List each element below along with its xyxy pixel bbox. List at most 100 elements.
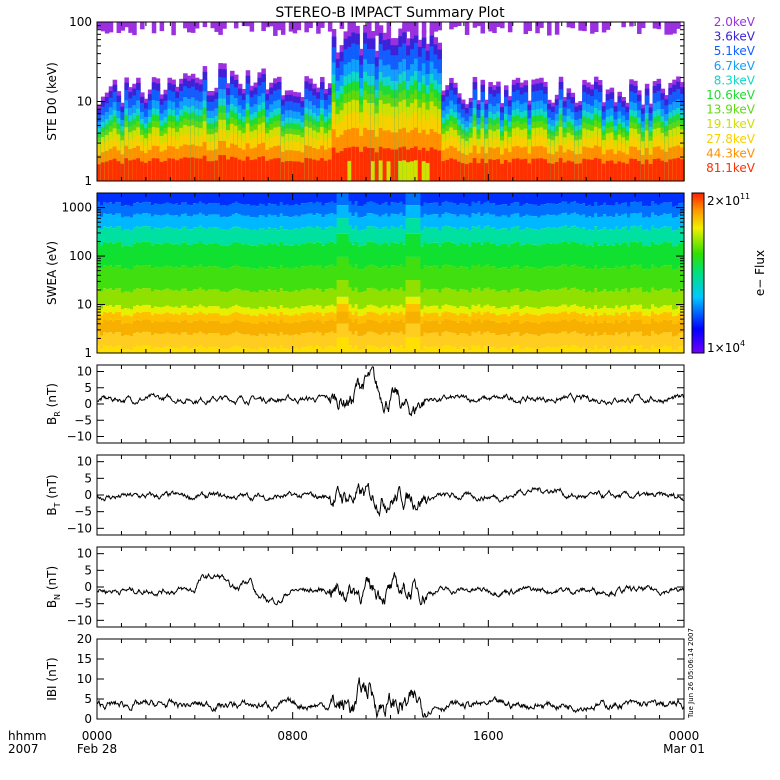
swea-cell <box>333 306 338 314</box>
swea-cell <box>507 323 511 337</box>
swea-cell <box>552 214 556 228</box>
ste-flux-band <box>503 159 509 181</box>
swea-cell <box>501 193 505 205</box>
swea-cell <box>339 303 344 312</box>
swea-cell <box>384 346 389 353</box>
swea-cell <box>366 304 371 312</box>
swea-cell <box>630 193 634 203</box>
swea-cell <box>480 193 484 205</box>
swea-cell <box>309 213 314 227</box>
swea-cell <box>198 201 203 213</box>
swea-cell <box>156 313 161 322</box>
swea-cell <box>651 311 655 319</box>
swea-cell <box>585 217 589 231</box>
ste-flux-band <box>183 22 188 29</box>
swea-cell <box>516 213 520 227</box>
ste-flux-band <box>413 111 419 140</box>
swea-cell <box>510 203 514 215</box>
swea-cell <box>423 193 428 203</box>
swea-cell <box>207 346 212 353</box>
swea-cell <box>453 203 457 215</box>
swea-cell <box>159 314 164 322</box>
swea-cell <box>141 345 146 353</box>
swea-cell <box>444 345 449 353</box>
swea-cell <box>540 267 544 291</box>
swea-cell <box>156 333 161 348</box>
swea-cell <box>510 333 514 348</box>
ste-flux-band <box>543 159 548 181</box>
swea-cell <box>114 345 119 353</box>
swea-cell <box>663 265 667 289</box>
swea-cell <box>594 331 598 346</box>
swea-cell <box>114 332 119 346</box>
swea-cell <box>363 322 368 335</box>
swea-cell <box>417 280 422 297</box>
ste-flux-band <box>672 22 677 34</box>
swea-cell <box>549 193 553 204</box>
swea-cell <box>147 305 152 313</box>
time-axis-label-year: 2007 <box>8 742 39 756</box>
swea-cell <box>591 246 595 270</box>
swea-cell <box>609 322 613 335</box>
swea-cell <box>651 241 655 265</box>
ste-flux-band <box>515 158 521 181</box>
swea-cell <box>636 226 640 243</box>
swea-cell <box>111 290 116 307</box>
swea-cell <box>330 193 335 202</box>
swea-cell <box>513 305 517 313</box>
swea-cell <box>171 244 176 268</box>
swea-cell <box>627 324 631 337</box>
swea-cell <box>213 193 218 204</box>
swea-cell <box>195 306 200 314</box>
ste-flux-band <box>464 164 470 181</box>
swea-cell <box>171 314 176 322</box>
swea-cell <box>99 229 104 246</box>
swea-cell <box>168 227 173 244</box>
swea-cell <box>432 193 437 203</box>
swea-cell <box>564 193 568 202</box>
swea-cell <box>501 313 505 322</box>
swea-cell <box>282 229 287 245</box>
ste-flux-band <box>347 22 352 36</box>
swea-cell <box>399 241 404 265</box>
ste-flux-band <box>417 149 423 181</box>
swea-cell <box>459 193 463 204</box>
swea-cell <box>555 215 559 229</box>
swea-cell <box>543 334 547 348</box>
swea-cell <box>126 323 131 336</box>
y-tick-label: 0 <box>84 488 92 502</box>
swea-cell <box>492 203 496 215</box>
swea-cell <box>111 203 116 216</box>
swea-cell <box>591 206 595 218</box>
swea-cell <box>192 313 197 321</box>
swea-cell <box>444 331 449 346</box>
ste-flux-band <box>284 161 290 181</box>
swea-cell <box>183 312 188 320</box>
swea-cell <box>114 312 119 320</box>
swea-cell <box>573 264 577 288</box>
swea-cell <box>252 216 257 230</box>
swea-cell <box>540 322 544 335</box>
swea-cell <box>240 193 245 205</box>
swea-cell <box>120 230 125 247</box>
swea-cell <box>252 308 257 316</box>
swea-cell <box>336 280 341 297</box>
swea-cell <box>165 265 170 289</box>
ste-flux-band <box>476 22 482 27</box>
swea-cell <box>561 193 565 202</box>
swea-cell <box>399 311 404 320</box>
swea-cell <box>648 217 652 231</box>
swea-cell <box>510 227 514 244</box>
swea-cell <box>450 265 454 290</box>
swea-cell <box>204 314 209 323</box>
swea-cell <box>405 337 410 353</box>
swea-cell <box>546 242 550 267</box>
swea-cell <box>210 227 215 244</box>
swea-cell <box>138 203 143 215</box>
ste-flux-band <box>124 22 129 28</box>
swea-cell <box>369 193 374 202</box>
swea-cell <box>462 266 466 290</box>
swea-cell <box>183 346 188 353</box>
swea-cell <box>465 215 469 229</box>
